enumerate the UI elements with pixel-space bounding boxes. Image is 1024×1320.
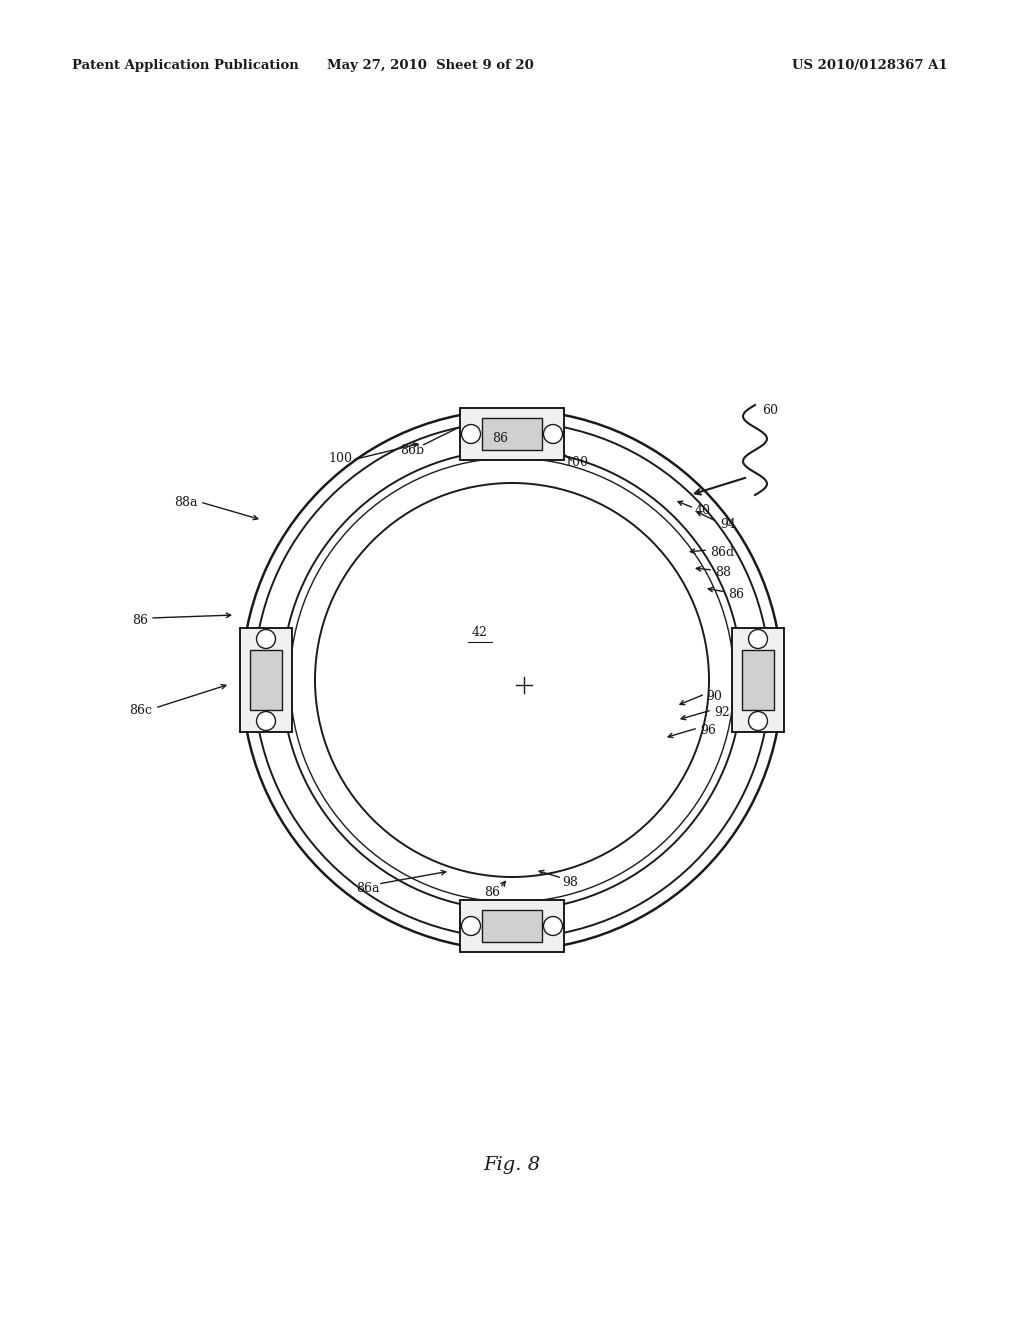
Text: 86d: 86d xyxy=(710,545,734,558)
Polygon shape xyxy=(460,408,564,459)
Text: Patent Application Publication: Patent Application Publication xyxy=(72,58,299,71)
Text: 88: 88 xyxy=(715,565,731,578)
Circle shape xyxy=(256,711,275,730)
Polygon shape xyxy=(482,418,542,450)
Polygon shape xyxy=(732,628,784,733)
Circle shape xyxy=(749,630,768,648)
Polygon shape xyxy=(482,909,542,942)
Circle shape xyxy=(544,425,562,444)
Text: 100: 100 xyxy=(328,451,352,465)
Text: 88a: 88a xyxy=(174,495,198,508)
Text: 90: 90 xyxy=(706,689,722,702)
Circle shape xyxy=(749,711,768,730)
Text: 86: 86 xyxy=(728,587,744,601)
Text: 94: 94 xyxy=(720,517,736,531)
Polygon shape xyxy=(240,628,292,733)
Text: 96: 96 xyxy=(700,723,716,737)
Circle shape xyxy=(544,916,562,936)
Text: 60: 60 xyxy=(762,404,778,417)
Text: May 27, 2010  Sheet 9 of 20: May 27, 2010 Sheet 9 of 20 xyxy=(327,58,534,71)
Polygon shape xyxy=(460,900,564,952)
Text: 86a: 86a xyxy=(356,882,380,895)
Text: 86: 86 xyxy=(484,886,500,899)
Polygon shape xyxy=(742,649,774,710)
Text: 100: 100 xyxy=(564,455,588,469)
Text: 86c: 86c xyxy=(129,704,152,717)
Circle shape xyxy=(462,425,480,444)
Text: 40: 40 xyxy=(695,503,711,516)
Text: 92: 92 xyxy=(714,705,730,718)
Text: 98: 98 xyxy=(562,875,578,888)
Text: 86b: 86b xyxy=(400,444,424,457)
Text: Fig. 8: Fig. 8 xyxy=(483,1156,541,1173)
Text: 42: 42 xyxy=(472,626,488,639)
Text: US 2010/0128367 A1: US 2010/0128367 A1 xyxy=(793,58,948,71)
Circle shape xyxy=(256,630,275,648)
Polygon shape xyxy=(250,649,282,710)
Circle shape xyxy=(462,916,480,936)
Text: 86: 86 xyxy=(132,614,148,627)
Text: 86: 86 xyxy=(492,432,508,445)
